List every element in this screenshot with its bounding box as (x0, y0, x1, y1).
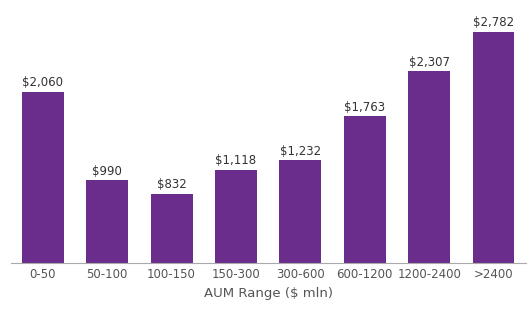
Bar (151, 193, 193, 263)
Text: $1,232: $1,232 (280, 145, 321, 158)
Text: $832: $832 (157, 178, 186, 191)
Text: $2,060: $2,060 (22, 76, 63, 89)
Bar (408, 71, 450, 263)
Bar (279, 160, 321, 263)
Bar (473, 32, 515, 263)
Text: $1,763: $1,763 (344, 101, 386, 114)
Text: $2,307: $2,307 (409, 56, 450, 69)
Bar (22, 91, 64, 263)
Text: $1,118: $1,118 (216, 154, 256, 167)
Bar (215, 170, 257, 263)
Bar (86, 180, 128, 263)
Bar (344, 116, 386, 263)
Text: $2,782: $2,782 (473, 16, 514, 29)
Text: $990: $990 (92, 165, 122, 178)
X-axis label: AUM Range ($ mln): AUM Range ($ mln) (204, 287, 332, 300)
